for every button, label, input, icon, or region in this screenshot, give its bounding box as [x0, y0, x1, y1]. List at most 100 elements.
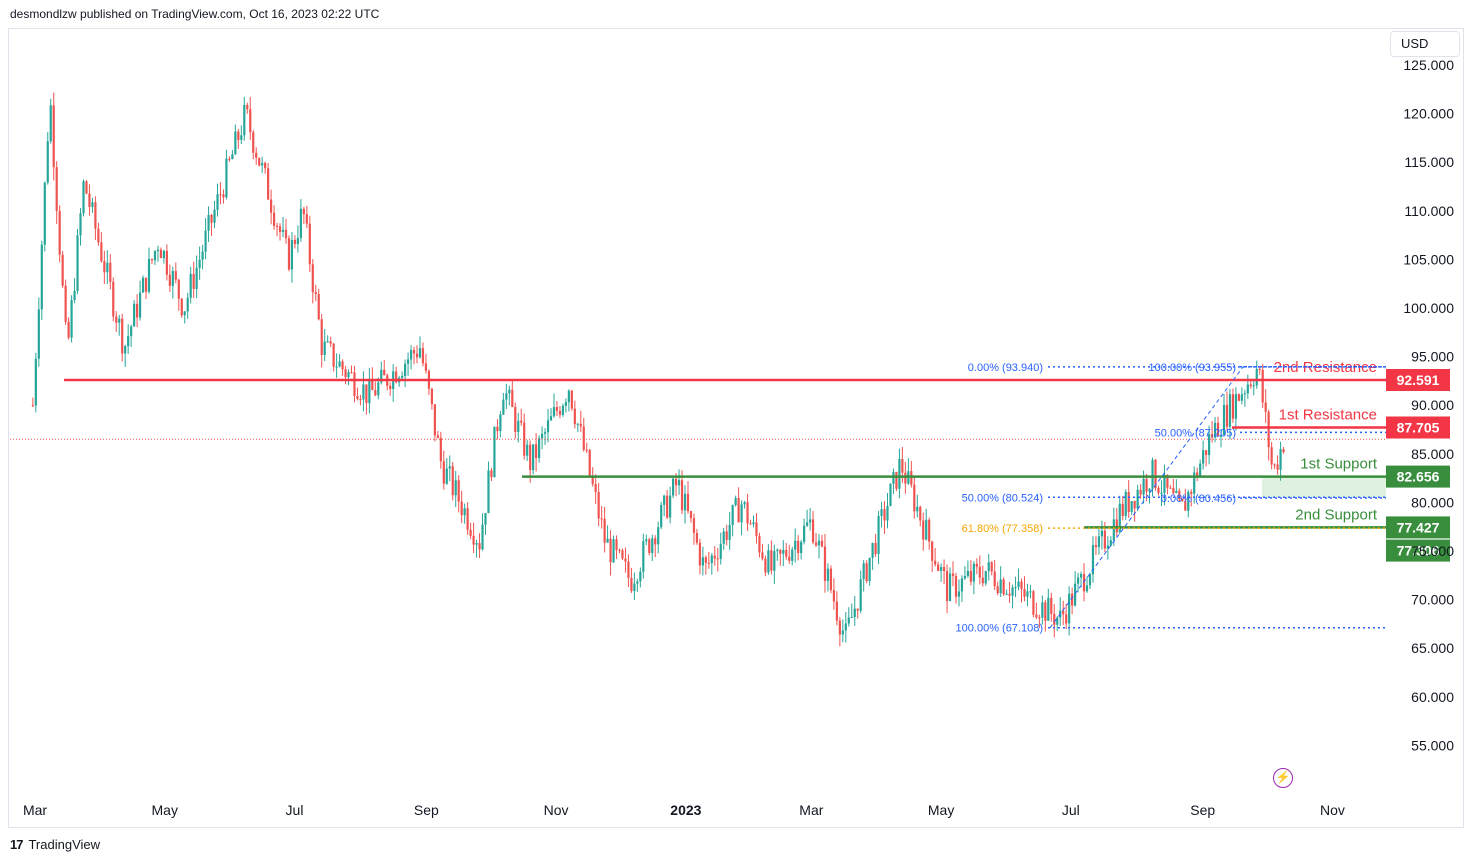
candle-body — [856, 608, 859, 611]
resistance-badge-value: 92.591 — [1397, 372, 1440, 388]
candle-body — [246, 104, 249, 110]
candle-body — [293, 239, 297, 245]
candle-body — [543, 432, 547, 434]
candle-body — [159, 249, 163, 259]
candle-body — [144, 277, 148, 292]
candle-body — [657, 527, 660, 545]
candle-body — [52, 105, 55, 168]
candle-body — [58, 210, 61, 255]
time-tick-label: May — [152, 802, 178, 818]
candle-body — [540, 433, 544, 439]
candle-body — [1172, 487, 1175, 494]
candle-body — [841, 630, 844, 635]
fib-level-label: 50.00% (80.524) — [962, 492, 1043, 504]
candle-body — [898, 459, 901, 489]
candle-body — [776, 549, 779, 552]
candle-body — [648, 539, 651, 553]
candle-body — [672, 478, 675, 496]
candle-body — [499, 414, 502, 432]
candle-body — [546, 420, 550, 433]
candle-body — [737, 498, 740, 523]
candle-body — [174, 271, 177, 280]
candle-body — [552, 407, 556, 417]
currency-selector[interactable]: USD — [1390, 31, 1460, 57]
candle-body — [680, 480, 684, 511]
candle-body — [457, 480, 460, 502]
candle-body — [877, 516, 880, 555]
candle-body — [1017, 581, 1020, 588]
candle-body — [660, 504, 663, 528]
candle-body — [937, 564, 940, 571]
candle-body — [281, 229, 285, 232]
candle-body — [1151, 459, 1154, 489]
candle-body — [832, 590, 836, 602]
candle-body — [666, 495, 669, 518]
candle-body — [1279, 449, 1282, 470]
candle-body — [677, 480, 681, 486]
candle-body — [1094, 545, 1098, 548]
candle-body — [168, 274, 171, 286]
candle-body — [1014, 587, 1017, 589]
candle-body — [1205, 450, 1208, 456]
candle-body — [85, 181, 88, 194]
price-tick-label: 120.000 — [1403, 106, 1454, 122]
candle-body — [70, 299, 73, 338]
footer-brand[interactable]: 17 TradingView — [10, 837, 100, 852]
time-tick-label: 2023 — [670, 802, 701, 818]
candle-body — [722, 531, 725, 544]
candle-body — [472, 535, 475, 545]
candle-body — [284, 229, 288, 239]
candle-body — [645, 539, 648, 542]
candle-body — [231, 154, 234, 160]
candle-body — [612, 539, 615, 563]
fib-level-label: 0.00% (80.456) — [1161, 493, 1236, 505]
candle-body — [817, 540, 821, 546]
candle-body — [603, 518, 606, 543]
candle-body — [1225, 404, 1229, 427]
candle-body — [371, 379, 374, 391]
candle-body — [835, 601, 838, 621]
candle-body — [731, 504, 734, 525]
candle-body — [210, 215, 213, 223]
candle-body — [31, 405, 34, 407]
price-tick-label: 70.000 — [1411, 592, 1454, 608]
candle-body — [49, 105, 52, 142]
candle-body — [654, 538, 657, 545]
candle-body — [808, 519, 812, 523]
candle-body — [469, 529, 472, 536]
candle-body — [1184, 501, 1187, 511]
candle-body — [785, 550, 788, 557]
candle-body — [216, 194, 219, 210]
candle-body — [40, 244, 43, 310]
candle-body — [767, 550, 770, 573]
candle-body — [76, 235, 79, 291]
candle-body — [264, 162, 267, 169]
candle-body — [1002, 579, 1005, 595]
candle-body — [743, 502, 746, 505]
candle-body — [1264, 402, 1267, 412]
candle-body — [919, 506, 922, 521]
candle-body — [73, 290, 76, 300]
candle-body — [806, 522, 809, 526]
candle-body — [630, 577, 633, 591]
lightning-icon[interactable]: ⚡ — [1273, 768, 1293, 788]
candle-body — [752, 522, 755, 525]
candle-body — [1071, 593, 1074, 606]
candle-body — [484, 513, 487, 525]
candle-body — [415, 353, 419, 358]
candle-body — [844, 623, 847, 631]
candle-body — [728, 524, 731, 540]
candle-body — [1127, 491, 1130, 513]
candle-body — [290, 239, 294, 270]
candle-body — [794, 540, 797, 550]
candle-body — [1038, 617, 1041, 619]
candle-body — [576, 423, 579, 425]
candle-body — [278, 226, 282, 232]
candle-body — [517, 420, 520, 432]
candle-body — [838, 620, 841, 635]
candle-body — [928, 519, 931, 542]
candle-body — [1208, 434, 1211, 456]
candle-body — [701, 557, 704, 566]
candle-body — [1062, 610, 1065, 615]
